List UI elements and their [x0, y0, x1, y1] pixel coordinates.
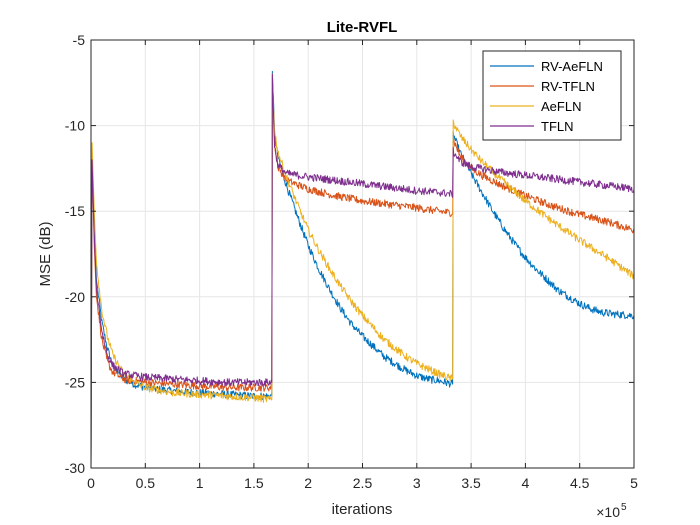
x-tick-label: 1.5: [244, 475, 264, 491]
x-tick-label: 4: [522, 475, 530, 491]
x-tick-label: 4.5: [570, 475, 590, 491]
series-line-rv-tfln: [90, 76, 635, 469]
x-tick-label: 0.5: [136, 475, 156, 491]
x-axis-label: iterations: [332, 501, 393, 518]
y-axis-label: MSE (dB): [37, 221, 54, 286]
legend-label: RV-TFLN: [541, 79, 595, 94]
y-tick-label: -10: [65, 118, 85, 134]
x-tick-label: 2.5: [353, 475, 373, 491]
series-line-tfln: [90, 73, 635, 469]
series-line-aefln: [90, 73, 635, 469]
y-tick-label: -25: [65, 374, 85, 390]
chart-title: Lite-RVFL: [327, 19, 398, 36]
legend-label: RV-AeFLN: [541, 59, 603, 74]
x-tick-label: 3: [413, 475, 421, 491]
legend-label: AeFLN: [541, 99, 581, 114]
series-layer: [90, 70, 635, 469]
legend-label: TFLN: [541, 119, 574, 134]
y-tick-label: -20: [65, 289, 85, 305]
x-tick-label: 2: [304, 475, 312, 491]
ticks: 0 0.5 1 1.5 2 2.5 3 3.5 4 4.5 5 -30 -25 -20 -15 -10 -5: [65, 32, 638, 491]
x-tick-label: 1: [196, 475, 204, 491]
legend: RV-AeFLN RV-TFLN AeFLN TFLN: [482, 50, 622, 141]
x-tick-label: 0: [87, 475, 95, 491]
x-tick-label: 3.5: [461, 475, 481, 491]
y-tick-label: -5: [73, 32, 86, 48]
x-exponent-base: ×10: [596, 504, 620, 520]
y-tick-label: -30: [65, 460, 85, 476]
y-tick-label: -15: [65, 203, 85, 219]
x-tick-label: 5: [630, 475, 638, 491]
x-exponent-power: 5: [621, 502, 627, 513]
